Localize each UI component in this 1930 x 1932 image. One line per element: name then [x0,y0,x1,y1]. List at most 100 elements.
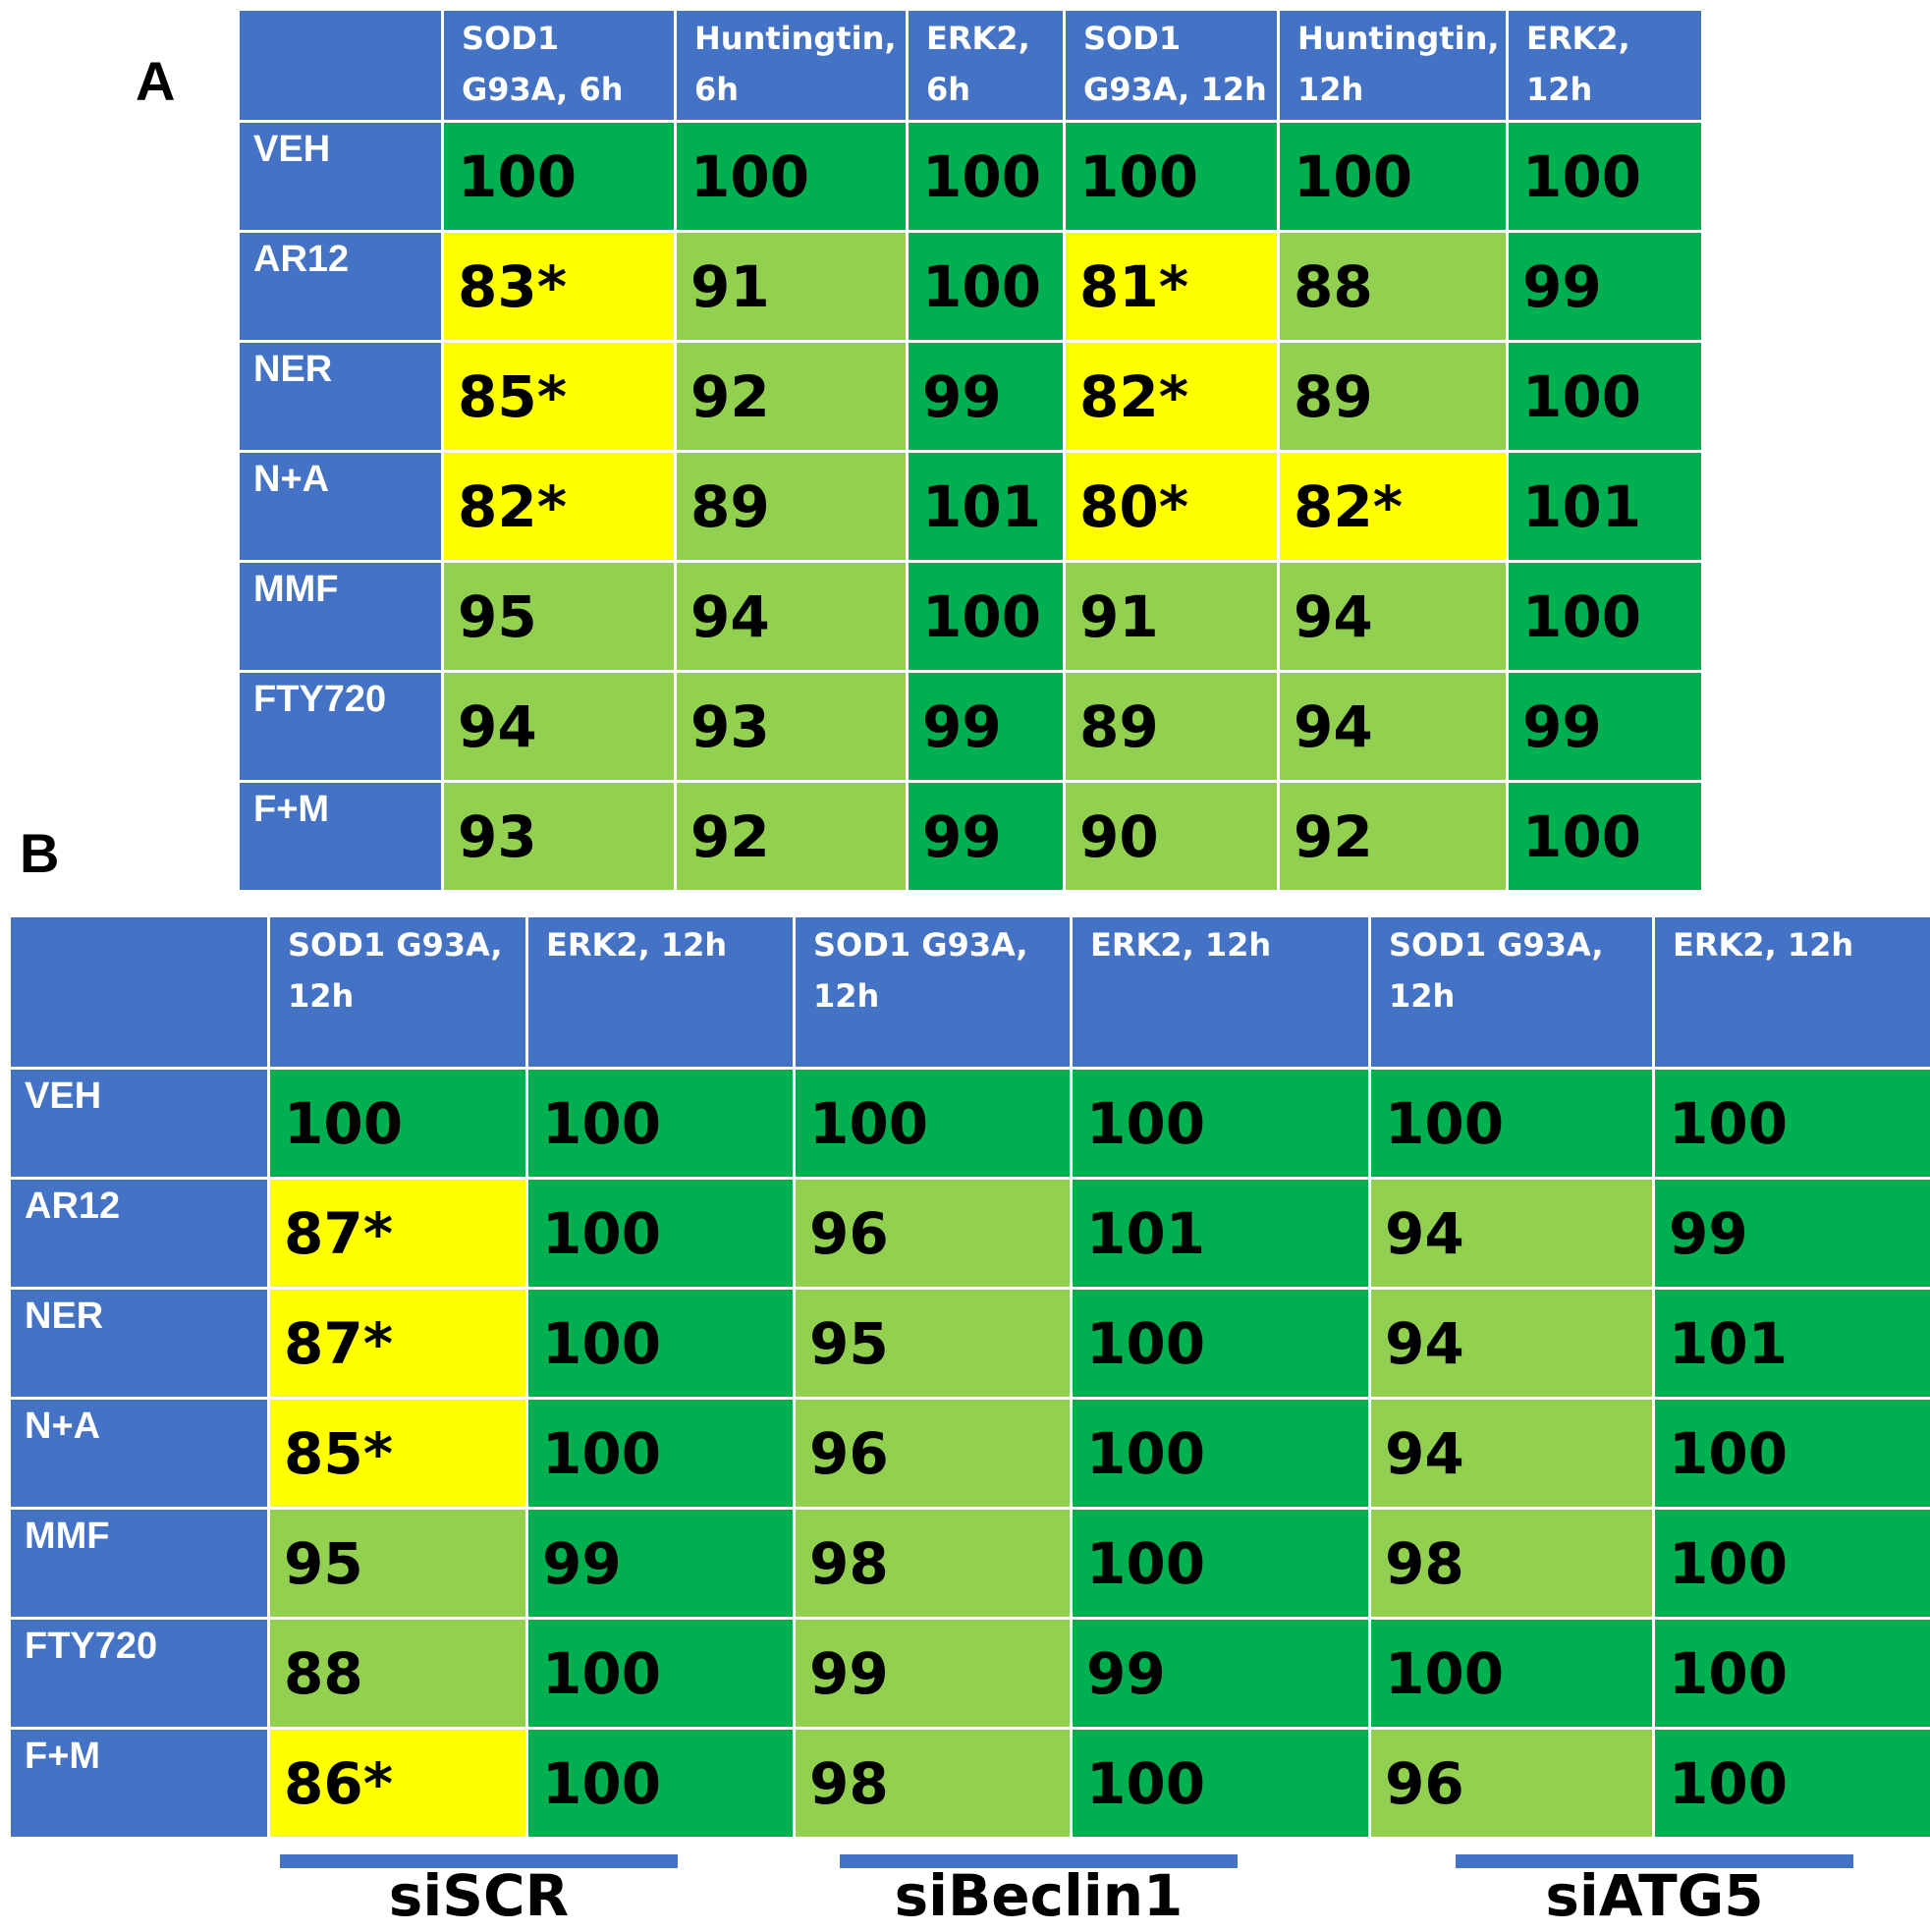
cell-value: 88 [284,1640,363,1707]
data-cell: 100 [1368,1617,1655,1730]
cell-value: 100 [1669,1090,1789,1157]
data-cell: 92 [674,340,909,453]
group-label: siSCR [388,1862,570,1929]
table-row: AR12 87* 100 96 101 94 99 [8,1177,1930,1290]
data-cell: 100 [1506,120,1704,233]
header-row: SOD1 G93A, 12h ERK2, 12h SOD1 G93A, 12h ERK… [8,914,1930,1070]
cell-value: 88 [1294,253,1373,320]
cell-value: 99 [1669,1200,1748,1267]
cell-value: 81* [1079,253,1189,320]
cell-value: 93 [458,803,537,870]
cell-value: 99 [922,693,1002,760]
cell-value: 92 [1294,803,1373,870]
data-cell: 100 [906,560,1066,673]
row-header: N+A [237,450,444,563]
data-cell: 98 [793,1727,1073,1840]
data-cell: 100 [1368,1067,1655,1180]
data-cell: 90 [1063,780,1280,893]
data-cell: 87* [267,1287,528,1400]
row-label: AR12 [253,239,350,280]
data-cell: 92 [674,780,909,893]
data-cell: 81* [1063,230,1280,343]
cell-value: 100 [1385,1640,1505,1707]
data-cell: 100 [525,1067,796,1180]
cell-value: 100 [542,1420,662,1487]
row-header: VEH [237,120,444,233]
data-cell: 100 [1652,1397,1930,1510]
data-cell: 100 [1070,1507,1371,1620]
table-row: VEH 100 100 100 100 100 100 [8,1067,1930,1180]
table-row: NER 87* 100 95 100 94 101 [8,1287,1930,1400]
row-header: AR12 [237,230,444,343]
table-panel-b: SOD1 G93A, 12h ERK2, 12h SOD1 G93A, 12h ERK… [8,914,1930,1840]
header-row: SOD1 G93A, 6h Huntingtin, 6h ERK2, 6h SOD1 … [237,8,1704,123]
data-cell: 95 [267,1507,528,1620]
data-cell: 100 [906,230,1066,343]
cell-value: 85* [458,363,568,430]
column-header: SOD1 G93A, 6h [441,8,677,123]
cell-value: 100 [1522,363,1642,430]
row-label: NER [253,349,333,390]
data-cell: 100 [1506,780,1704,893]
cell-value: 100 [1385,1090,1505,1157]
cell-value: 80* [1079,473,1189,540]
cell-value: 82* [1294,473,1404,540]
data-cell: 100 [1506,340,1704,453]
column-header: ERK2, 12h [1070,914,1371,1070]
data-cell: 88 [1277,230,1509,343]
column-header-label: Huntingtin, 12h [1297,20,1500,108]
data-cell: 99 [906,340,1066,453]
row-header: N+A [8,1397,270,1510]
cell-value: 95 [458,583,537,650]
cell-value: 100 [1086,1530,1206,1597]
row-label: FTY720 [25,1626,158,1667]
table-row: N+A 82* 89 101 80* 82* 101 [237,450,1704,563]
cell-value: 94 [690,583,770,650]
row-header: MMF [8,1507,270,1620]
cell-value: 83* [458,253,568,320]
cell-value: 99 [922,803,1002,870]
data-cell: 100 [1506,560,1704,673]
data-cell: 93 [441,780,677,893]
data-cell: 85* [267,1397,528,1510]
table-row: N+A 85* 100 96 100 94 100 [8,1397,1930,1510]
row-header: NER [237,340,444,453]
column-header: ERK2, 12h [525,914,796,1070]
cell-value: 100 [1669,1420,1789,1487]
data-cell: 100 [525,1617,796,1730]
data-cell: 100 [1652,1067,1930,1180]
cell-value: 98 [809,1750,889,1817]
table-panel-a: SOD1 G93A, 6h Huntingtin, 6h ERK2, 6h SOD1 … [237,8,1704,893]
column-header: SOD1 G93A, 12h [1063,8,1280,123]
data-cell: 100 [1063,120,1280,233]
corner-cell [8,914,270,1070]
row-header: F+M [8,1727,270,1840]
cell-value: 100 [690,143,810,210]
data-cell: 93 [674,670,909,783]
table-row: F+M 86* 100 98 100 96 100 [8,1727,1930,1840]
column-header: Huntingtin, 6h [674,8,909,123]
data-cell: 99 [1070,1617,1371,1730]
data-cell: 94 [1368,1287,1655,1400]
cell-value: 100 [1669,1530,1789,1597]
cell-value: 100 [1086,1750,1206,1817]
column-header: SOD1 G93A, 12h [1368,914,1655,1070]
cell-value: 100 [809,1090,929,1157]
group-label: siBeclin1 [894,1862,1184,1929]
data-cell: 100 [793,1067,1073,1180]
row-label: NER [25,1296,104,1337]
cell-value: 89 [1294,363,1373,430]
cell-value: 100 [922,583,1042,650]
cell-value: 89 [690,473,770,540]
group-bar [840,1854,1238,1868]
data-cell: 100 [441,120,677,233]
cell-value: 101 [1522,473,1642,540]
column-header-label: ERK2, 6h [926,20,1030,108]
data-cell: 91 [1063,560,1280,673]
data-cell: 91 [674,230,909,343]
data-cell: 80* [1063,450,1280,563]
cell-value: 100 [1669,1750,1789,1817]
cell-value: 91 [1079,583,1159,650]
data-cell: 100 [1070,1287,1371,1400]
cell-value: 94 [1385,1310,1464,1377]
